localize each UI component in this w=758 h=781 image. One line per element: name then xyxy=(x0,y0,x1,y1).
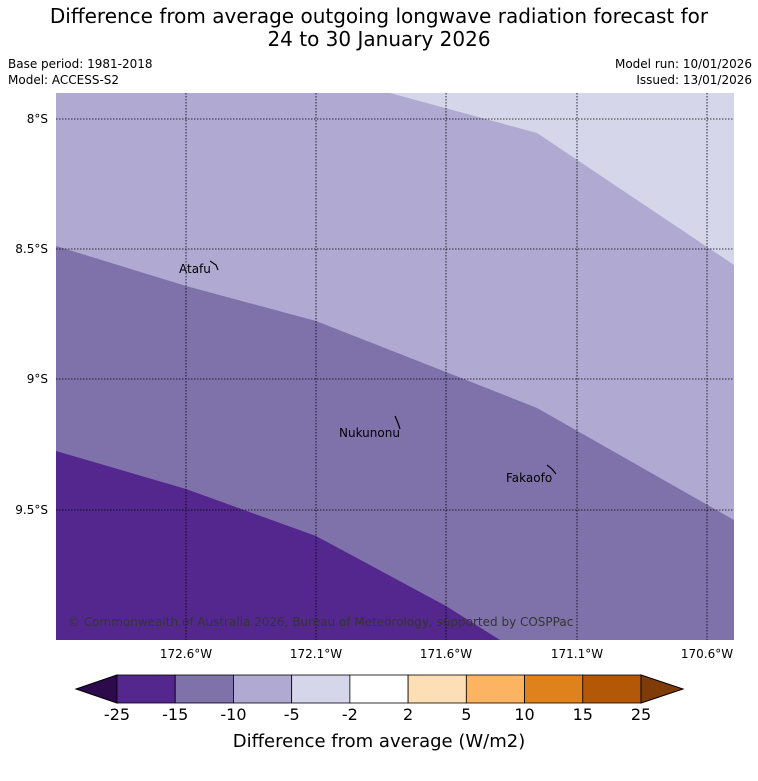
colorbar-extend-low xyxy=(74,674,118,704)
colorbar-segment xyxy=(407,674,467,704)
model-run: Model run: 10/01/2026 xyxy=(614,57,752,71)
lon-label: 171.6°W xyxy=(420,647,472,661)
lat-labels: 8°S 8.5°S 9°S 9.5°S xyxy=(15,112,48,517)
map-plot-area: Atafu Nukunonu Fakaofo © Commonwealth of… xyxy=(56,93,734,640)
colorbar-tick-label: 5 xyxy=(461,705,471,724)
colorbar-segment xyxy=(233,674,293,704)
place-fakaofo: Fakaofo xyxy=(506,471,552,485)
model-name: Model: ACCESS-S2 xyxy=(8,73,120,87)
colorbar-tick-label: -25 xyxy=(104,705,130,724)
colorbar-tick-label: -10 xyxy=(220,705,246,724)
place-atafu: Atafu xyxy=(179,262,211,276)
colorbar-tick-label: 10 xyxy=(514,705,534,724)
title-line-1: Difference from average outgoing longwav… xyxy=(49,4,709,28)
colorbar-tick-label: 2 xyxy=(403,705,413,724)
colorbar-tick-label: 15 xyxy=(573,705,593,724)
copyright-notice: © Commonwealth of Australia 2026, Bureau… xyxy=(68,615,573,629)
colorbar: -25 -15 -10 -5 -2 2 5 10 15 25 xyxy=(74,674,685,724)
fakaofo-atoll-shape xyxy=(546,464,557,475)
title-line-2: 24 to 30 January 2026 xyxy=(267,27,491,51)
colorbar-segment xyxy=(174,674,234,704)
colorbar-segment xyxy=(291,674,351,704)
meta-left: Base period: 1981-2018 Model: ACCESS-S2 xyxy=(8,56,153,88)
region-minus25-to-minus15 xyxy=(56,451,500,640)
lat-label: 9.5°S xyxy=(15,503,48,517)
atafu-atoll-shape xyxy=(209,260,219,271)
colorbar-tick-label: -15 xyxy=(162,705,188,724)
colorbar-segment xyxy=(582,674,642,704)
colorbar-segment xyxy=(116,674,176,704)
lon-label: 172.6°W xyxy=(160,647,212,661)
lat-label: 8°S xyxy=(27,112,48,126)
colorbar-label: Difference from average (W/m2) xyxy=(232,731,526,752)
lon-label: 170.6°W xyxy=(681,647,733,661)
place-nukunonu: Nukunonu xyxy=(339,426,400,440)
issued-date: Issued: 13/01/2026 xyxy=(636,73,752,87)
meta-right: Model run: 10/01/2026 Issued: 13/01/2026 xyxy=(615,56,752,88)
lon-labels: 172.6°W 172.1°W 171.6°W 171.1°W 170.6°W xyxy=(160,647,733,661)
colorbar-tick-label: -2 xyxy=(342,705,358,724)
atolls xyxy=(209,260,557,475)
colorbar-segment xyxy=(465,674,525,704)
colorbar-segment xyxy=(349,674,409,704)
base-period: Base period: 1981-2018 xyxy=(8,57,153,71)
colorbar-extend-high xyxy=(640,674,685,704)
chart-title: Difference from average outgoing longwav… xyxy=(0,5,758,51)
colorbar-tick-label: 25 xyxy=(631,705,651,724)
lat-label: 8.5°S xyxy=(15,242,48,256)
colorbar-tick-label: -5 xyxy=(284,705,300,724)
nukunonu-atoll-shape xyxy=(394,415,401,430)
lon-label: 172.1°W xyxy=(290,647,342,661)
lat-label: 9°S xyxy=(27,372,48,386)
colorbar-segment xyxy=(524,674,584,704)
lon-label: 171.1°W xyxy=(551,647,603,661)
gridlines xyxy=(56,93,734,640)
